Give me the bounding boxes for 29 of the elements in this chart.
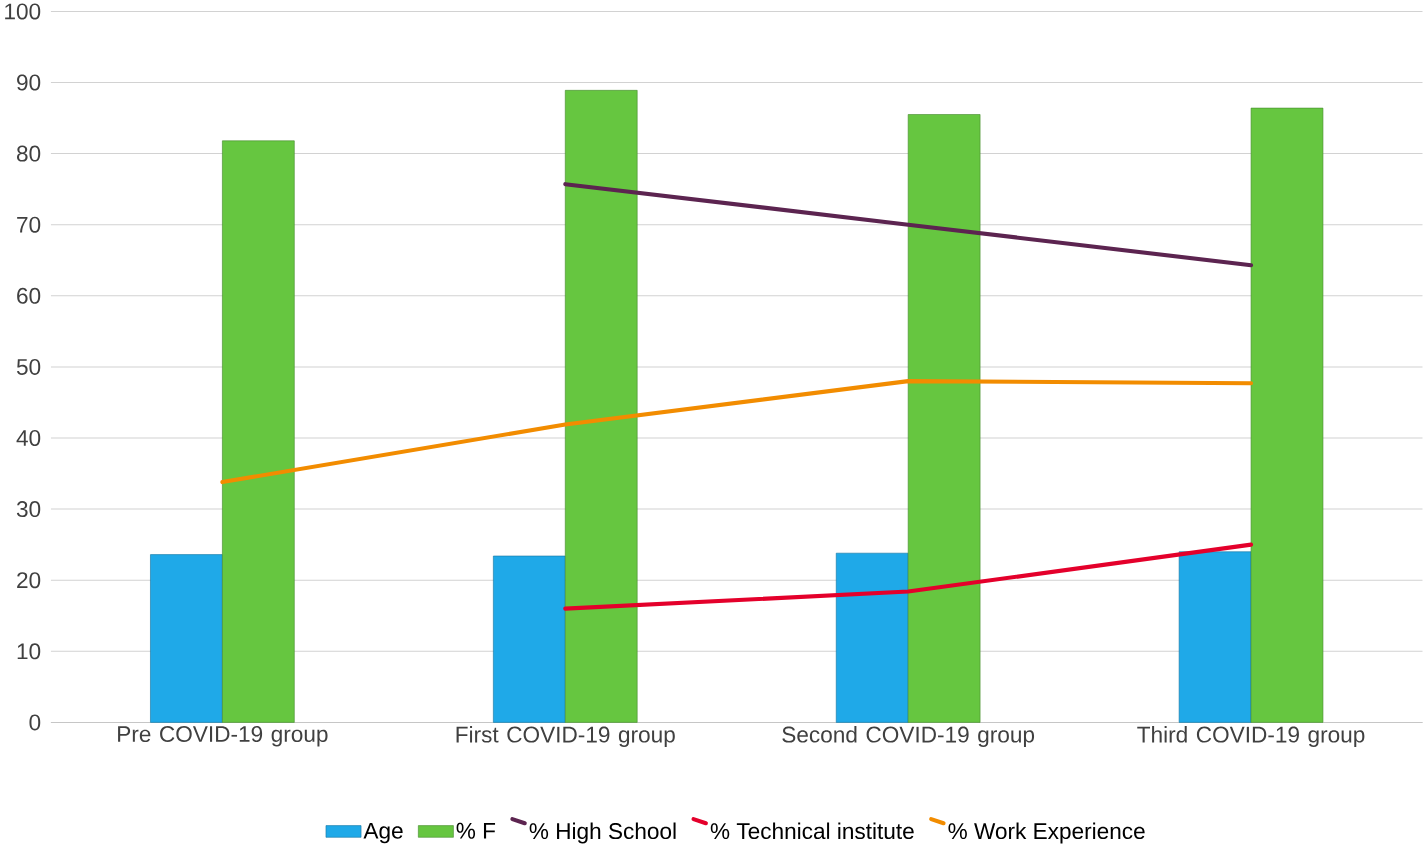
y-tick-label: 100 — [5, 3, 41, 20]
x-tick-label: Second COVID-19 group — [782, 726, 1035, 748]
y-tick-label: 80 — [16, 145, 41, 162]
legend-label: % High School — [529, 822, 676, 844]
x-tick-label: Pre COVID-19 group — [118, 726, 328, 747]
y-tick-label: 10 — [17, 643, 41, 660]
bar — [907, 114, 981, 723]
y-tick-label: 40 — [16, 430, 41, 447]
y-tick-label: 0 — [29, 714, 41, 731]
legend-label: % Technical institute — [710, 822, 914, 840]
y-tick-label: 70 — [17, 216, 41, 233]
bar — [835, 553, 909, 723]
line-series — [220, 379, 1254, 485]
legend-label: % Work Experience — [948, 822, 1145, 844]
bar — [564, 90, 638, 723]
bar — [222, 140, 295, 723]
y-tick-label: 20 — [17, 572, 41, 589]
y-tick-label: 50 — [16, 359, 41, 376]
bar — [150, 554, 223, 723]
legend-label: Age — [363, 823, 403, 844]
x-tick-label: First COVID-19 group — [456, 726, 675, 748]
y-tick-label: 60 — [17, 288, 41, 305]
legend-label: % F — [456, 823, 496, 839]
bar — [493, 555, 566, 723]
bar — [1178, 551, 1252, 723]
y-tick-label: 90 — [17, 74, 41, 91]
bar — [1250, 108, 1324, 723]
x-tick-label: Third COVID-19 group — [1137, 726, 1365, 748]
y-tick-label: 30 — [16, 501, 41, 518]
